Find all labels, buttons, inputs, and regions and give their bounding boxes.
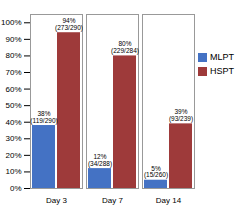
svg-text:60%: 60% <box>5 85 21 94</box>
svg-text:94%(273/290): 94%(273/290) <box>55 17 83 32</box>
svg-text:Day 7: Day 7 <box>102 196 123 205</box>
svg-text:80%(229/284): 80%(229/284) <box>111 40 139 55</box>
svg-text:39%(93/239): 39%(93/239) <box>169 108 193 123</box>
svg-text:90%: 90% <box>5 35 21 44</box>
svg-text:100%: 100% <box>1 18 21 27</box>
svg-text:0%: 0% <box>10 184 22 193</box>
svg-text:5%(15/260): 5%(15/260) <box>144 165 168 180</box>
svg-text:Day 3: Day 3 <box>46 196 67 205</box>
svg-text:40%: 40% <box>5 118 21 127</box>
svg-text:70%: 70% <box>5 68 21 77</box>
svg-text:Day 14: Day 14 <box>156 196 182 205</box>
svg-text:80%: 80% <box>5 51 21 60</box>
svg-text:30%: 30% <box>5 134 21 143</box>
svg-text:50%: 50% <box>5 101 21 110</box>
html-text:HSPT: HSPT <box>210 66 234 76</box>
svg-text:10%: 10% <box>5 167 21 176</box>
svg-text:38%(119/290): 38%(119/290) <box>30 110 57 125</box>
html-text:MLPT: MLPT <box>210 52 234 62</box>
svg-text:12%(34/288): 12%(34/288) <box>88 153 112 168</box>
svg-text:20%: 20% <box>5 151 21 160</box>
